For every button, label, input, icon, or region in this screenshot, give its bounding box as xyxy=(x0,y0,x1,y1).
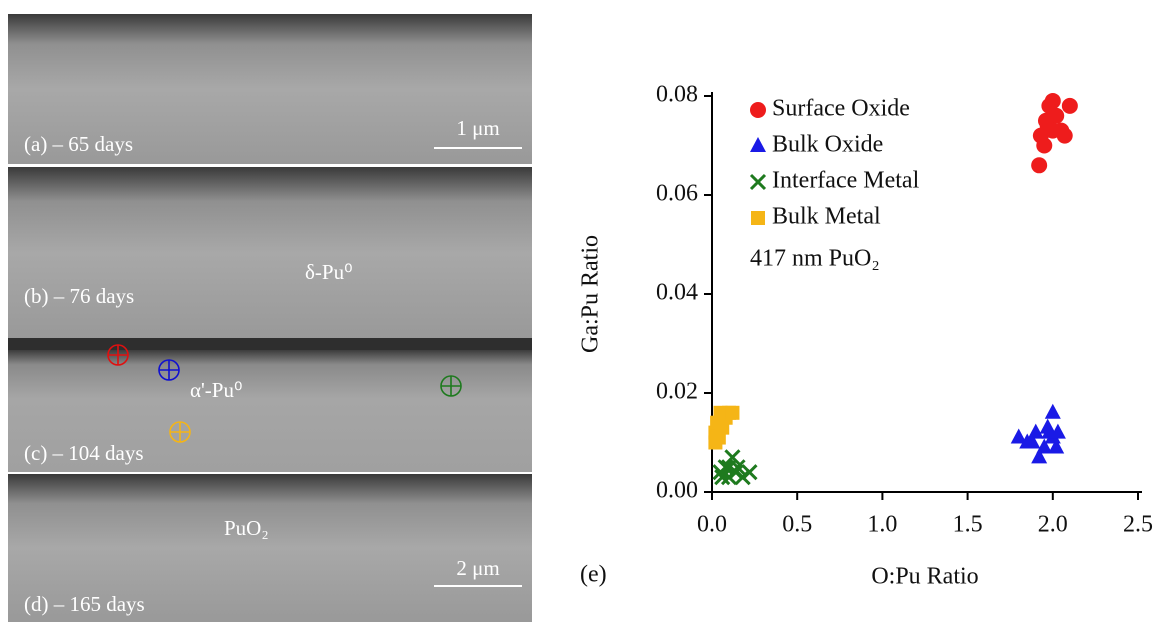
point xyxy=(1010,428,1027,444)
y-tick-label: 0.00 xyxy=(656,478,698,504)
legend-symbol xyxy=(751,211,765,225)
point xyxy=(1044,92,1061,109)
panel-label: (b) – 76 days xyxy=(24,284,134,308)
legend-label: Bulk Metal xyxy=(772,204,881,230)
legend-label: Surface Oxide xyxy=(772,96,910,122)
y-tick-label: 0.02 xyxy=(656,379,698,405)
panel-label: (d) – 165 days xyxy=(24,592,145,616)
y-tick-label: 0.06 xyxy=(656,181,698,207)
sem-panel xyxy=(8,167,532,339)
point xyxy=(1049,423,1066,439)
x-tick-label: 1.5 xyxy=(953,512,983,538)
point xyxy=(717,459,734,476)
point xyxy=(1036,137,1053,154)
y-tick-label: 0.04 xyxy=(656,280,698,306)
scale-label: 1 μm xyxy=(456,116,499,140)
legend-symbol xyxy=(750,102,766,118)
x-axis-title: O:Pu Ratio xyxy=(871,564,978,590)
scatter-chart: (e) O:Pu Ratio Ga:Pu Ratio 417 nm PuO₂ 0… xyxy=(578,82,1154,590)
x-tick-label: 0.5 xyxy=(782,512,812,538)
sem-images: (a) – 65 days 1 μm (b) – 76 days δ-Pu⁰ (… xyxy=(8,14,532,622)
legend-symbol xyxy=(750,137,766,152)
x-tick-label: 1.0 xyxy=(867,512,897,538)
point xyxy=(715,420,730,435)
sem-panel xyxy=(8,350,532,472)
oxide-layer xyxy=(8,338,532,350)
panel-label: (e) xyxy=(580,562,607,588)
point xyxy=(724,449,741,466)
annotation: 417 nm PuO₂ xyxy=(750,246,880,272)
phase-label: δ-Pu⁰ xyxy=(305,260,353,284)
sem-panel xyxy=(8,14,532,164)
legend-symbol xyxy=(749,173,767,191)
point xyxy=(1044,403,1061,419)
phase-label: PuO₂ xyxy=(224,516,269,540)
point xyxy=(708,435,723,450)
point xyxy=(1048,438,1065,454)
y-axis-title: Ga:Pu Ratio xyxy=(578,235,604,353)
point xyxy=(1024,433,1041,449)
y-tick-label: 0.08 xyxy=(656,82,698,108)
point xyxy=(729,459,746,476)
point xyxy=(741,464,758,481)
point xyxy=(1031,448,1048,464)
point xyxy=(725,405,740,420)
legend-label: Interface Metal xyxy=(772,168,920,194)
point xyxy=(1061,97,1078,114)
point xyxy=(1044,122,1061,139)
x-tick-label: 0.0 xyxy=(697,512,727,538)
legend-label: Bulk Oxide xyxy=(772,132,883,158)
sem-panel xyxy=(8,474,532,622)
phase-label: α'-Pu⁰ xyxy=(190,378,242,402)
point xyxy=(714,469,731,486)
scale-label: 2 μm xyxy=(456,556,499,580)
spot-markers xyxy=(107,344,462,443)
point xyxy=(1031,157,1048,174)
panel-label: (c) – 104 days xyxy=(24,441,144,465)
panel-label: (a) – 65 days xyxy=(24,132,133,156)
x-tick-label: 2.5 xyxy=(1123,512,1153,538)
x-tick-label: 2.0 xyxy=(1038,512,1068,538)
point xyxy=(1036,438,1053,454)
